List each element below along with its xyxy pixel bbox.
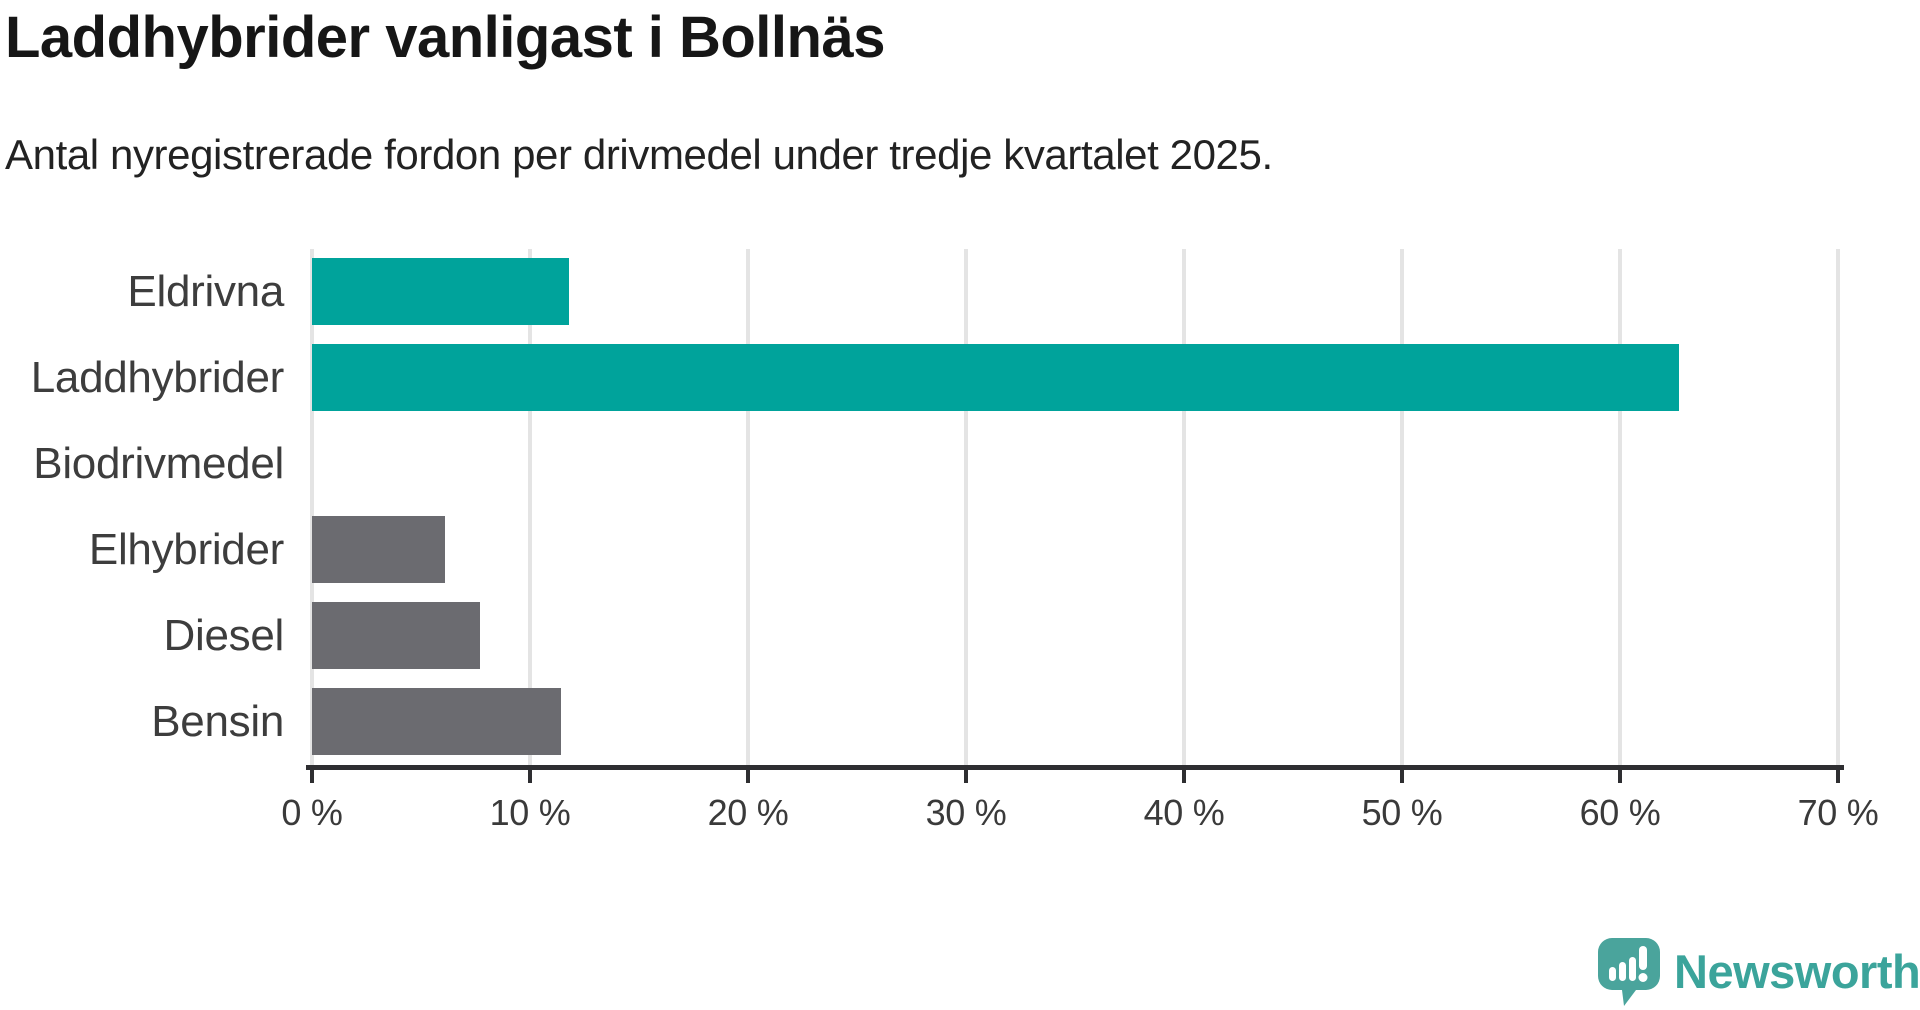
x-tick-mark	[1618, 765, 1622, 783]
newsworthy-logo-icon	[1598, 938, 1660, 1006]
bar-row	[312, 421, 1838, 507]
y-axis-label: Biodrivmedel	[33, 439, 284, 488]
bar-elhybrider	[312, 516, 445, 583]
gridline	[1400, 249, 1404, 765]
bar-row	[312, 679, 1838, 765]
x-tick-mark	[746, 765, 750, 783]
x-tick-label: 40 %	[1143, 792, 1225, 833]
gridline	[964, 249, 968, 765]
bar-eldrivna	[312, 258, 570, 325]
y-axis-label: Laddhybrider	[30, 353, 285, 402]
bar-row	[312, 335, 1838, 421]
x-tick-label: 10 %	[489, 792, 571, 833]
x-tick-label: 0 %	[281, 792, 343, 833]
y-axis-label: Bensin	[151, 697, 284, 746]
x-tick-label: 30 %	[925, 792, 1007, 833]
x-tick-label: 60 %	[1579, 792, 1661, 833]
bar-bensin	[312, 688, 561, 755]
plot-area	[310, 249, 1840, 765]
gridline	[1836, 249, 1840, 765]
gridline	[528, 249, 532, 765]
x-tick-mark	[528, 765, 532, 783]
y-axis-label: Elhybrider	[88, 525, 284, 574]
newsworthy-wordmark: Newsworthy	[1674, 945, 1920, 998]
bar-row	[312, 249, 1838, 335]
bar-diesel	[312, 602, 480, 669]
x-tick-mark	[1836, 765, 1840, 783]
x-tick-label: 70 %	[1797, 792, 1879, 833]
x-tick-label: 20 %	[707, 792, 789, 833]
x-tick-label: 50 %	[1361, 792, 1443, 833]
bar-row	[312, 507, 1838, 593]
newsworthy-logo: Newsworthy	[1598, 938, 1920, 1006]
y-axis-labels: Eldrivna Laddhybrider Biodrivmedel Elhybrid…	[0, 249, 285, 765]
x-tick-mark	[1400, 765, 1404, 783]
chart-title: Laddhybrider vanligast i Bollnäs	[5, 5, 885, 70]
chart-subtitle: Antal nyregistrerade fordon per drivmede…	[5, 131, 1273, 178]
bar-row	[312, 593, 1838, 679]
gridline	[746, 249, 750, 765]
y-axis-label: Diesel	[163, 611, 285, 660]
x-axis-line	[306, 765, 1844, 770]
bar-laddhybrider	[312, 344, 1679, 411]
x-tick-mark	[964, 765, 968, 783]
gridline	[1182, 249, 1186, 765]
x-tick-mark	[1182, 765, 1186, 783]
gridline	[1618, 249, 1622, 765]
gridline	[310, 249, 314, 765]
x-tick-mark	[310, 765, 314, 783]
y-axis-label: Eldrivna	[127, 267, 284, 316]
